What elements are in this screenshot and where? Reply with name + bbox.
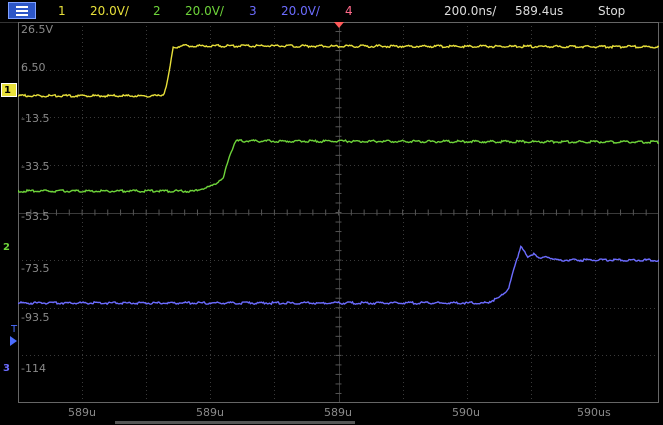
ch2-number[interactable]: 2 [153,4,161,18]
voltage-label: 26.5V [21,23,54,36]
traces [18,43,659,306]
ch4-number[interactable]: 4 [345,4,353,18]
voltage-label: -13.5 [21,112,50,125]
time-label: 590us [577,406,611,419]
waveform-display[interactable] [18,22,659,403]
ch2-scale[interactable]: 20.0V/ [185,4,224,18]
voltage-label: -93.5 [21,311,50,324]
ch1-ground-marker[interactable]: 1 [1,83,17,97]
delay-readout[interactable]: 589.4us [515,4,564,18]
trigger-position-marker[interactable] [334,22,344,28]
voltage-label: 6.50 [21,61,46,74]
horizontal-scrollbar[interactable] [115,421,355,424]
run-state[interactable]: Stop [598,4,626,18]
ch3-scale[interactable]: 20.0V/ [281,4,320,18]
voltage-label: -53.5 [21,210,50,223]
time-label: 590u [452,406,480,419]
time-axis: 589u 589u 589u 590u 590us [0,403,663,425]
menu-button[interactable] [8,2,36,19]
voltage-label: -73.5 [21,262,50,275]
menu-icon [16,6,28,8]
graticule [18,22,659,403]
ch3-ground-marker[interactable]: 3 [3,363,10,374]
voltage-label: -33.5 [21,160,50,173]
trace-ch3 [18,245,659,306]
ch1-number[interactable]: 1 [58,4,66,18]
time-label: 589u [324,406,352,419]
status-bar: 1 20.0V/ 2 20.0V/ 3 20.0V/ 4 200.0ns/ 58… [0,0,663,23]
time-label: 589u [68,406,96,419]
timebase-readout[interactable]: 200.0ns/ [444,4,497,18]
ch2-ground-marker[interactable]: 2 [3,242,10,253]
ch3-number[interactable]: 3 [249,4,257,18]
time-label: 589u [196,406,224,419]
ch1-scale[interactable]: 20.0V/ [90,4,129,18]
trigger-level-marker[interactable] [10,336,17,346]
trace-ch2 [18,139,659,194]
voltage-label: -114 [21,362,46,375]
trigger-label: T [11,324,18,335]
trace-ch1 [18,43,659,98]
